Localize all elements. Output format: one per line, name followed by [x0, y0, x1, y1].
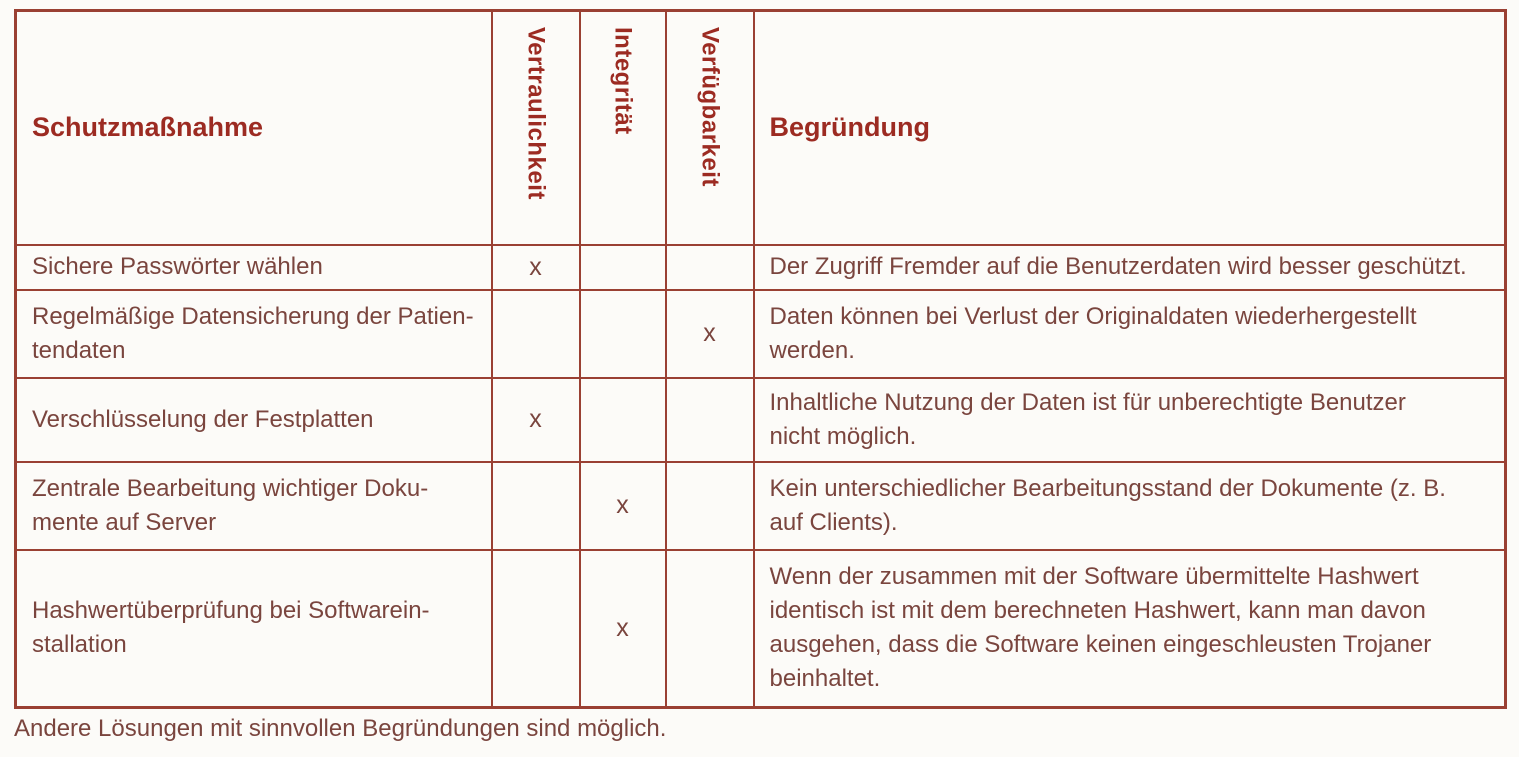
mark-cell-verfuegbarkeit: x: [664, 288, 755, 379]
reason-cell: Kein unterschiedlicher Bearbeitungsstand…: [752, 460, 1507, 551]
column-header-schutzmassnahme: Schutzmaßnahme: [14, 9, 493, 246]
reason-cell: Inhaltliche Nutzung der Daten ist für un…: [752, 376, 1507, 463]
reason-cell: Daten können bei Verlust der Originaldat…: [752, 288, 1507, 379]
footer-note: Andere Lösungen mit sinnvollen Begründun…: [14, 715, 667, 742]
table-row: Regelmäßige Datensicherung der Patien- t…: [14, 288, 1507, 379]
column-header-integritaet: Integrität: [578, 9, 667, 246]
mark-cell-verfuegbarkeit: [664, 460, 755, 551]
table-row: Hashwertüberprüfung bei Softwarein- stal…: [14, 548, 1507, 709]
protection-measures-table: Schutzmaßnahme Vertraulichkeit Integritä…: [14, 9, 1507, 709]
measure-cell: Verschlüsselung der Festplatten: [14, 376, 493, 463]
measure-cell: Hashwertüberprüfung bei Softwarein- stal…: [14, 548, 493, 709]
vertical-header-label: Vertraulichkeit: [522, 27, 550, 200]
reason-cell: Wenn der zusammen mit der Software überm…: [752, 548, 1507, 709]
mark-cell-vertraulichkeit: [490, 548, 581, 709]
mark-cell-integritaet: [578, 243, 667, 291]
mark-cell-integritaet: [578, 288, 667, 379]
table-row: Zentrale Bearbeitung wichtiger Doku- men…: [14, 460, 1507, 551]
mark-cell-vertraulichkeit: [490, 288, 581, 379]
mark-cell-integritaet: [578, 376, 667, 463]
mark-cell-verfuegbarkeit: [664, 243, 755, 291]
mark-cell-vertraulichkeit: [490, 460, 581, 551]
mark-cell-integritaet: x: [578, 548, 667, 709]
measure-cell: Zentrale Bearbeitung wichtiger Doku- men…: [14, 460, 493, 551]
column-header-vertraulichkeit: Vertraulichkeit: [490, 9, 581, 246]
vertical-header-label: Integrität: [609, 27, 637, 135]
measure-cell: Regelmäßige Datensicherung der Patien- t…: [14, 288, 493, 379]
table-row: Verschlüsselung der Festplatten x Inhalt…: [14, 376, 1507, 463]
vertical-header-label: Verfügbarkeit: [696, 27, 724, 187]
mark-cell-vertraulichkeit: x: [490, 243, 581, 291]
column-header-begruendung: Begründung: [752, 9, 1507, 246]
column-header-verfuegbarkeit: Verfügbarkeit: [664, 9, 755, 246]
reason-cell: Der Zugriff Fremder auf die Benutzerdate…: [752, 243, 1507, 291]
mark-cell-integritaet: x: [578, 460, 667, 551]
table-header-row: Schutzmaßnahme Vertraulichkeit Integritä…: [14, 9, 1507, 246]
table-row: Sichere Passwörter wählen x Der Zugriff …: [14, 243, 1507, 291]
mark-cell-verfuegbarkeit: [664, 376, 755, 463]
mark-cell-vertraulichkeit: x: [490, 376, 581, 463]
mark-cell-verfuegbarkeit: [664, 548, 755, 709]
measure-cell: Sichere Passwörter wählen: [14, 243, 493, 291]
